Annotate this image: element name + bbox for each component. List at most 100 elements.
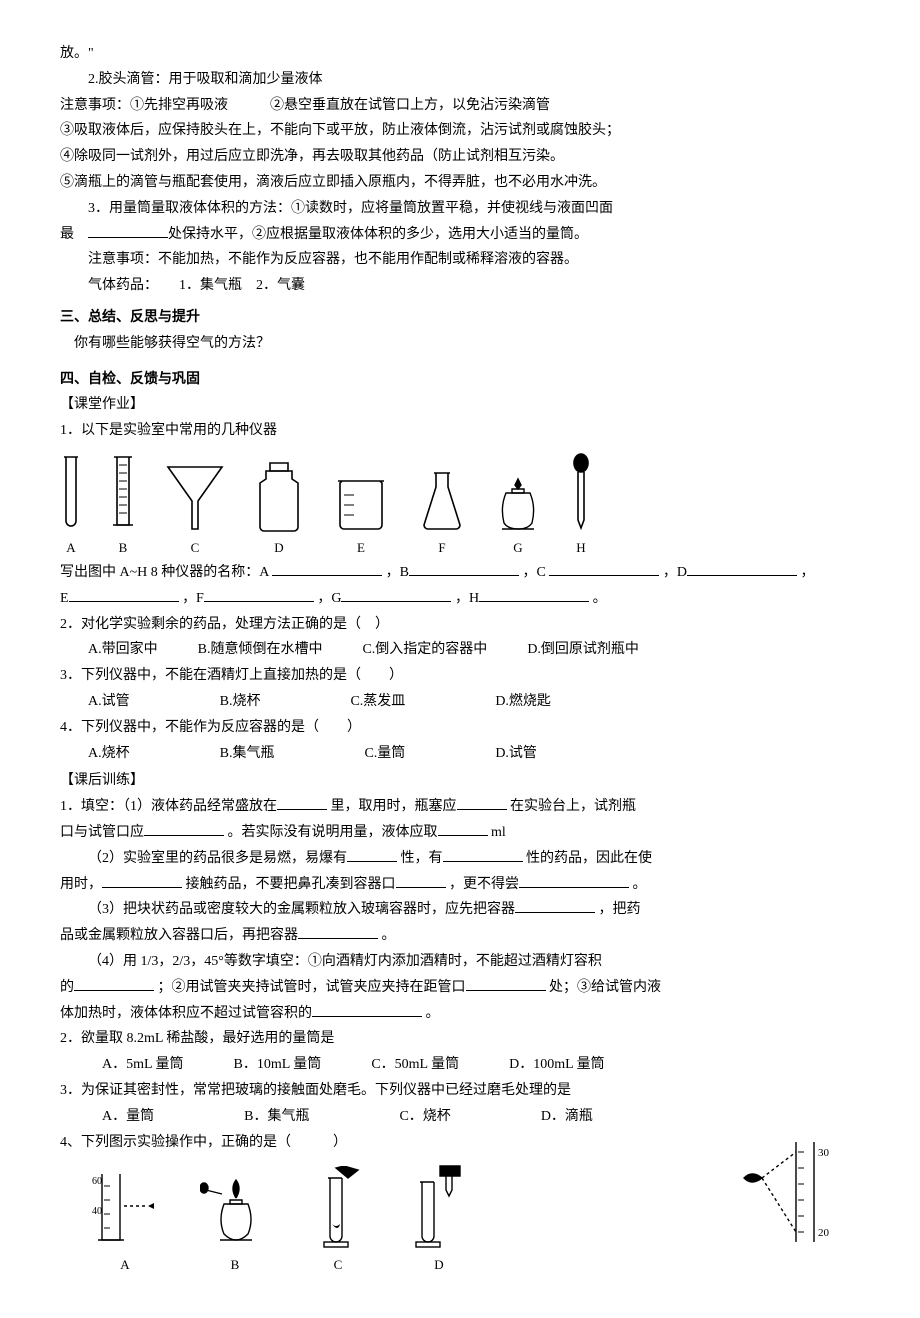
blank xyxy=(74,976,154,991)
conical-flask-icon xyxy=(418,471,466,533)
a3-line-2: 品或金属颗粒放入容器口后，再把容器 。 xyxy=(60,924,860,948)
blank xyxy=(298,924,378,939)
txt: 处；③给试管内液 xyxy=(549,980,661,995)
txt: E xyxy=(60,591,69,606)
icon-label: B xyxy=(231,1254,240,1276)
txt: ，H xyxy=(455,591,479,606)
gas-line: 气体药品： 1．集气瓶 2．气囊 xyxy=(60,274,860,298)
option-c: C.量筒 xyxy=(364,742,405,766)
svg-text:40: 40 xyxy=(92,1206,102,1217)
blank xyxy=(277,795,327,810)
b3-text: 3．为保证其密封性，常常把玻璃的接触面处磨毛。下列仪器中已经过磨毛处理的是 xyxy=(60,1079,860,1103)
lamp-blowing-icon xyxy=(200,1170,270,1250)
a4-line-3: 体加热时，液体体积应不超过试管容积的 。 xyxy=(60,1002,860,1026)
a1-line-1: 1．填空：（1）液体药品经常盛放在 里，取用时，瓶塞应 在实验台上，试剂瓶 xyxy=(60,795,860,819)
classwork-heading: 【课堂作业】 xyxy=(60,393,860,417)
icon-label: C xyxy=(191,537,200,559)
txt: 在实验台上，试剂瓶 xyxy=(510,799,636,814)
blank xyxy=(88,223,168,238)
icon-label: A xyxy=(120,1254,129,1276)
txt: 性的药品，因此在使 xyxy=(526,851,652,866)
option-c: C．50mL 量筒 xyxy=(371,1053,459,1077)
experiment-c: C xyxy=(310,1166,366,1276)
icon-label: H xyxy=(576,537,585,559)
test-tube-icon xyxy=(60,455,82,533)
a2-line-1: （2）实验室里的药品很多是易燃，易爆有 性，有 性的药品，因此在使 xyxy=(60,847,860,871)
blank xyxy=(466,976,546,991)
tube-stopper-icon xyxy=(310,1166,366,1250)
cylinder-line-a: 3．用量筒量取液体体积的方法：①读数时，应将量筒放置平稳，并使视线与液面凹面 xyxy=(60,197,860,221)
dropper-note-1: 注意事项：①先排空再吸液 ②悬空垂直放在试管口上方，以免沾污染滴管 xyxy=(60,94,860,118)
txt: 写出图中 A~H 8 种仪器的名称：A xyxy=(60,565,272,580)
txt: 口与试管口应 xyxy=(60,825,144,840)
txt: 体加热时，液体体积应不超过试管容积的 xyxy=(60,1006,312,1021)
blank xyxy=(69,587,179,602)
apparatus-f: F xyxy=(418,471,466,559)
txt: ， xyxy=(800,565,814,580)
blank xyxy=(396,873,446,888)
ruler-bottom-label: 20 xyxy=(818,1227,830,1239)
txt: ，把药 xyxy=(599,902,641,917)
blank xyxy=(312,1002,422,1017)
txt: 接触药品，不要把鼻孔凑到容器口 xyxy=(186,877,396,892)
dropper-title: 2.胶头滴管：用于吸取和滴加少量液体 xyxy=(60,68,860,92)
txt: ，G xyxy=(317,591,341,606)
blank xyxy=(102,873,182,888)
option-a: A.试管 xyxy=(88,690,130,714)
txt: ，D xyxy=(663,565,687,580)
txt: ，更不得尝 xyxy=(449,877,519,892)
txt: 1．填空：（1）液体药品经常盛放在 xyxy=(60,799,277,814)
option-b: B.随意倾倒在水槽中 xyxy=(198,638,323,662)
txt: 用时， xyxy=(60,877,102,892)
blank xyxy=(438,821,488,836)
option-a: A.烧杯 xyxy=(88,742,130,766)
option-c: C.蒸发皿 xyxy=(350,690,405,714)
option-a: A.带回家中 xyxy=(88,638,158,662)
option-d: D.倒回原试剂瓶中 xyxy=(527,638,639,662)
blank xyxy=(272,561,382,576)
blank xyxy=(144,821,224,836)
option-b: B.烧杯 xyxy=(220,690,261,714)
graduated-cylinder-icon xyxy=(110,455,136,533)
txt: ，C xyxy=(522,565,549,580)
a4-line-1: （4）用 1/3，2/3，45°等数字填空：①向酒精灯内添加酒精时，不能超过酒精… xyxy=(60,950,860,974)
q2-options: A.带回家中 B.随意倾倒在水槽中 C.倒入指定的容器中 D.倒回原试剂瓶中 xyxy=(88,638,860,662)
icon-label: F xyxy=(438,537,445,559)
apparatus-d: D xyxy=(254,461,304,559)
txt: ，B xyxy=(386,565,409,580)
txt: 的 xyxy=(60,980,74,995)
icon-label: A xyxy=(66,537,75,559)
apparatus-b: B xyxy=(110,455,136,559)
q2-text: 2．对化学实验剩余的药品，处理方法正确的是（ ） xyxy=(60,613,860,637)
a4-line-2: 的 ；②用试管夹夹持试管时，试管夹应夹持在距管口 处；③给试管内液 xyxy=(60,976,860,1000)
txt: 里，取用时，瓶塞应 xyxy=(331,799,457,814)
option-a: A．5mL 量筒 xyxy=(102,1053,184,1077)
icon-label: E xyxy=(357,537,365,559)
icon-label: D xyxy=(434,1254,443,1276)
option-d: D.燃烧匙 xyxy=(495,690,551,714)
funnel-icon xyxy=(164,463,226,533)
blank xyxy=(204,587,314,602)
q1-fill-line-2: E ，F ，G ，H 。 xyxy=(60,587,860,611)
alcohol-lamp-icon xyxy=(494,477,542,533)
beaker-icon xyxy=(332,477,390,533)
txt: ，F xyxy=(182,591,204,606)
cylinder-note: 注意事项：不能加热，不能作为反应容器，也不能用作配制或稀释溶液的容器。 xyxy=(60,248,860,272)
b3-options: A．量筒 B．集气瓶 C．烧杯 D．滴瓶 xyxy=(102,1105,860,1129)
apparatus-c: C xyxy=(164,463,226,559)
icon-label: G xyxy=(513,537,522,559)
svg-text:60: 60 xyxy=(92,1176,102,1187)
option-d: D．滴瓶 xyxy=(541,1105,593,1129)
option-b: B．10mL 量筒 xyxy=(234,1053,322,1077)
ruler-figure: 30 20 xyxy=(740,1138,830,1257)
txt: 品或金属颗粒放入容器口后，再把容器 xyxy=(60,928,298,943)
blank xyxy=(549,561,659,576)
ruler-top-label: 30 xyxy=(818,1147,830,1159)
q4-options: A.烧杯 B.集气瓶 C.量筒 D.试管 xyxy=(88,742,860,766)
cylinder-post: 处保持水平，②应根据量取液体体积的多少，选用大小适当的量筒。 xyxy=(168,227,588,242)
txt: 性，有 xyxy=(401,851,443,866)
cylinder-line-b: 最 处保持水平，②应根据量取液体体积的多少，选用大小适当的量筒。 xyxy=(60,223,860,247)
option-a: A．量筒 xyxy=(102,1105,154,1129)
tube-dropper-icon xyxy=(406,1164,472,1250)
dropper-note-3: ④除吸同一试剂外，用过后应立即洗净，再去吸取其他药品（防止试剂相互污染。 xyxy=(60,145,860,169)
